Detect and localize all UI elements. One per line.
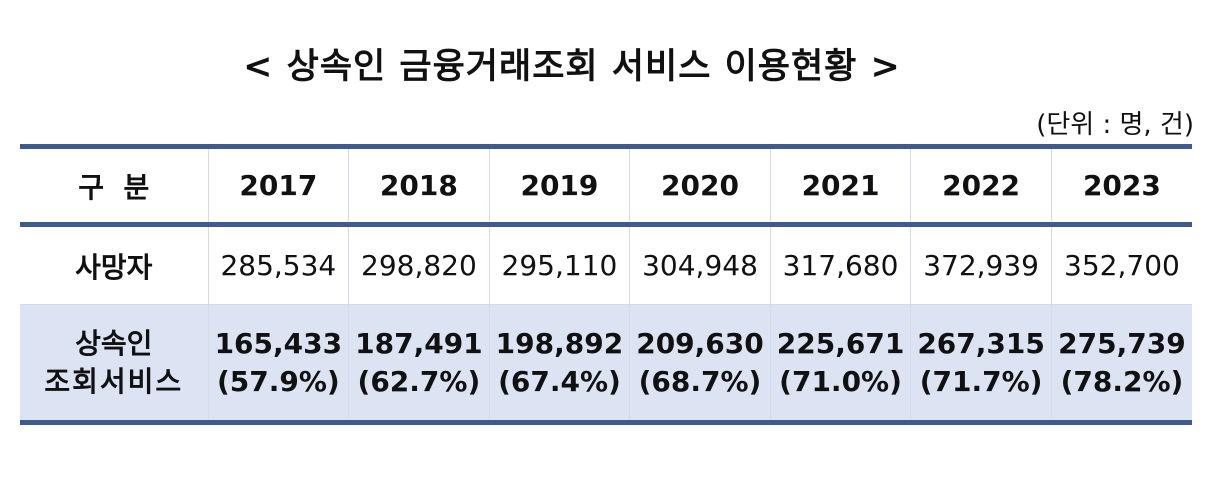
service-cell: 198,892 (67.4%) xyxy=(488,304,630,423)
table-row-inheritance-service: 상속인 조회서비스 165,433 (57.9%) 187,491 (62.7%… xyxy=(20,304,1192,423)
deaths-cell: 298,820 xyxy=(348,224,490,305)
statistics-table: 구 분 2017 2018 2019 2020 2021 2022 2023 사… xyxy=(20,144,1192,425)
row-label-line1: 상속인 xyxy=(75,326,153,360)
header-year: 2018 xyxy=(348,146,490,225)
header-year: 2022 xyxy=(910,146,1052,225)
service-ratio: (71.0%) xyxy=(779,364,902,398)
service-ratio: (62.7%) xyxy=(357,364,481,398)
unit-note: (단위 : 명, 건) xyxy=(1036,110,1194,140)
service-ratio: (78.2%) xyxy=(1060,364,1184,398)
header-year: 2017 xyxy=(207,146,349,225)
deaths-cell: 352,700 xyxy=(1050,224,1192,305)
service-ratio: (67.4%) xyxy=(498,364,621,398)
header-year: 2023 xyxy=(1050,146,1192,225)
header-year: 2020 xyxy=(629,146,771,225)
row-label-inheritance-service: 상속인 조회서비스 xyxy=(20,305,208,423)
service-ratio: (71.7%) xyxy=(919,364,1043,398)
service-count: 209,630 xyxy=(636,326,764,360)
deaths-cell: 372,939 xyxy=(910,224,1052,305)
service-cell: 275,739 (78.2%) xyxy=(1050,304,1192,423)
service-count: 198,892 xyxy=(495,326,624,360)
row-label-line2: 조회서비스 xyxy=(44,364,184,398)
service-count: 187,491 xyxy=(355,326,483,360)
service-cell: 165,433 (57.9%) xyxy=(207,304,349,423)
service-count: 165,433 xyxy=(214,326,343,360)
page-title: < 상속인 금융거래조회 서비스 이용현황 > xyxy=(243,47,901,87)
table-row-deaths: 사망자 285,534 298,820 295,110 304,948 317,… xyxy=(20,224,1192,305)
deaths-cell: 304,948 xyxy=(629,224,771,305)
service-ratio: (57.9%) xyxy=(216,364,340,398)
service-count: 225,671 xyxy=(776,326,905,360)
service-count: 275,739 xyxy=(1058,326,1186,360)
header-category: 구 분 xyxy=(78,170,150,204)
service-ratio: (68.7%) xyxy=(638,364,762,398)
service-cell: 267,315 (71.7%) xyxy=(910,304,1052,423)
row-label-deaths: 사망자 xyxy=(75,250,153,284)
service-count: 267,315 xyxy=(917,326,1045,360)
service-cell: 187,491 (62.7%) xyxy=(348,304,490,423)
header-year: 2019 xyxy=(488,146,630,225)
deaths-cell: 295,110 xyxy=(488,224,630,305)
deaths-cell: 285,534 xyxy=(207,224,349,305)
deaths-cell: 317,680 xyxy=(769,224,911,305)
table-header-row: 구 분 2017 2018 2019 2020 2021 2022 2023 xyxy=(20,146,1192,225)
header-year: 2021 xyxy=(769,146,911,225)
service-cell: 209,630 (68.7%) xyxy=(629,304,771,423)
service-cell: 225,671 (71.0%) xyxy=(769,304,911,423)
